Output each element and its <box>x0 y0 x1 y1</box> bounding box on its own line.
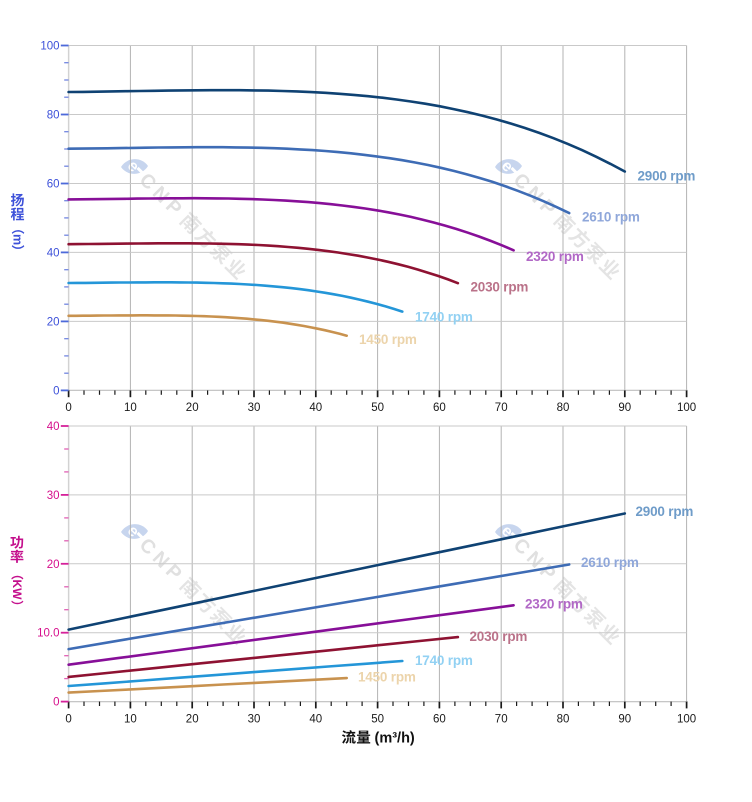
svg-text:2610 rpm: 2610 rpm <box>581 555 639 570</box>
svg-text:20: 20 <box>186 714 199 726</box>
svg-text:10: 10 <box>124 714 137 726</box>
svg-text:(m³/h): (m³/h) <box>375 731 415 747</box>
svg-text:10: 10 <box>124 402 137 414</box>
svg-text:60: 60 <box>433 402 446 414</box>
svg-text:90: 90 <box>618 402 631 414</box>
svg-text:2320 rpm: 2320 rpm <box>525 597 583 612</box>
svg-text:50: 50 <box>371 402 384 414</box>
svg-text:m: m <box>10 234 24 245</box>
svg-text:20: 20 <box>47 316 60 328</box>
svg-text:80: 80 <box>557 402 570 414</box>
svg-text:1740 rpm: 1740 rpm <box>415 310 473 325</box>
svg-text:50: 50 <box>371 714 384 726</box>
svg-text:30: 30 <box>47 490 60 502</box>
svg-text:40: 40 <box>47 421 60 433</box>
svg-text:70: 70 <box>495 402 508 414</box>
svg-text:80: 80 <box>47 110 60 122</box>
svg-text:30: 30 <box>248 402 261 414</box>
svg-text:60: 60 <box>47 179 60 191</box>
svg-text:20: 20 <box>186 402 199 414</box>
svg-text:1450 rpm: 1450 rpm <box>358 670 416 685</box>
svg-text:1450 rpm: 1450 rpm <box>359 332 417 347</box>
svg-text:1740 rpm: 1740 rpm <box>415 653 473 668</box>
svg-text:0: 0 <box>65 402 71 414</box>
svg-text:40: 40 <box>309 714 322 726</box>
svg-text:100: 100 <box>40 41 59 53</box>
svg-text:30: 30 <box>248 714 261 726</box>
svg-text:0: 0 <box>53 385 59 397</box>
svg-text:60: 60 <box>433 714 446 726</box>
svg-text:80: 80 <box>557 714 570 726</box>
svg-text:KW: KW <box>10 580 24 601</box>
svg-text:20: 20 <box>47 559 60 571</box>
svg-text:0: 0 <box>65 714 71 726</box>
svg-text:0: 0 <box>53 697 59 709</box>
svg-text:100: 100 <box>677 402 696 414</box>
svg-text:90: 90 <box>618 714 631 726</box>
svg-text:2030 rpm: 2030 rpm <box>470 629 528 644</box>
svg-text:100: 100 <box>677 714 696 726</box>
svg-text:40: 40 <box>309 402 322 414</box>
svg-text:2320 rpm: 2320 rpm <box>526 249 584 264</box>
svg-text:10.0: 10.0 <box>37 628 59 640</box>
svg-text:2030 rpm: 2030 rpm <box>471 280 529 295</box>
svg-text:2900 rpm: 2900 rpm <box>638 169 696 184</box>
svg-text:2610 rpm: 2610 rpm <box>582 210 640 225</box>
svg-text:2900 rpm: 2900 rpm <box>636 504 694 519</box>
svg-text:40: 40 <box>47 247 60 259</box>
svg-text:70: 70 <box>495 714 508 726</box>
